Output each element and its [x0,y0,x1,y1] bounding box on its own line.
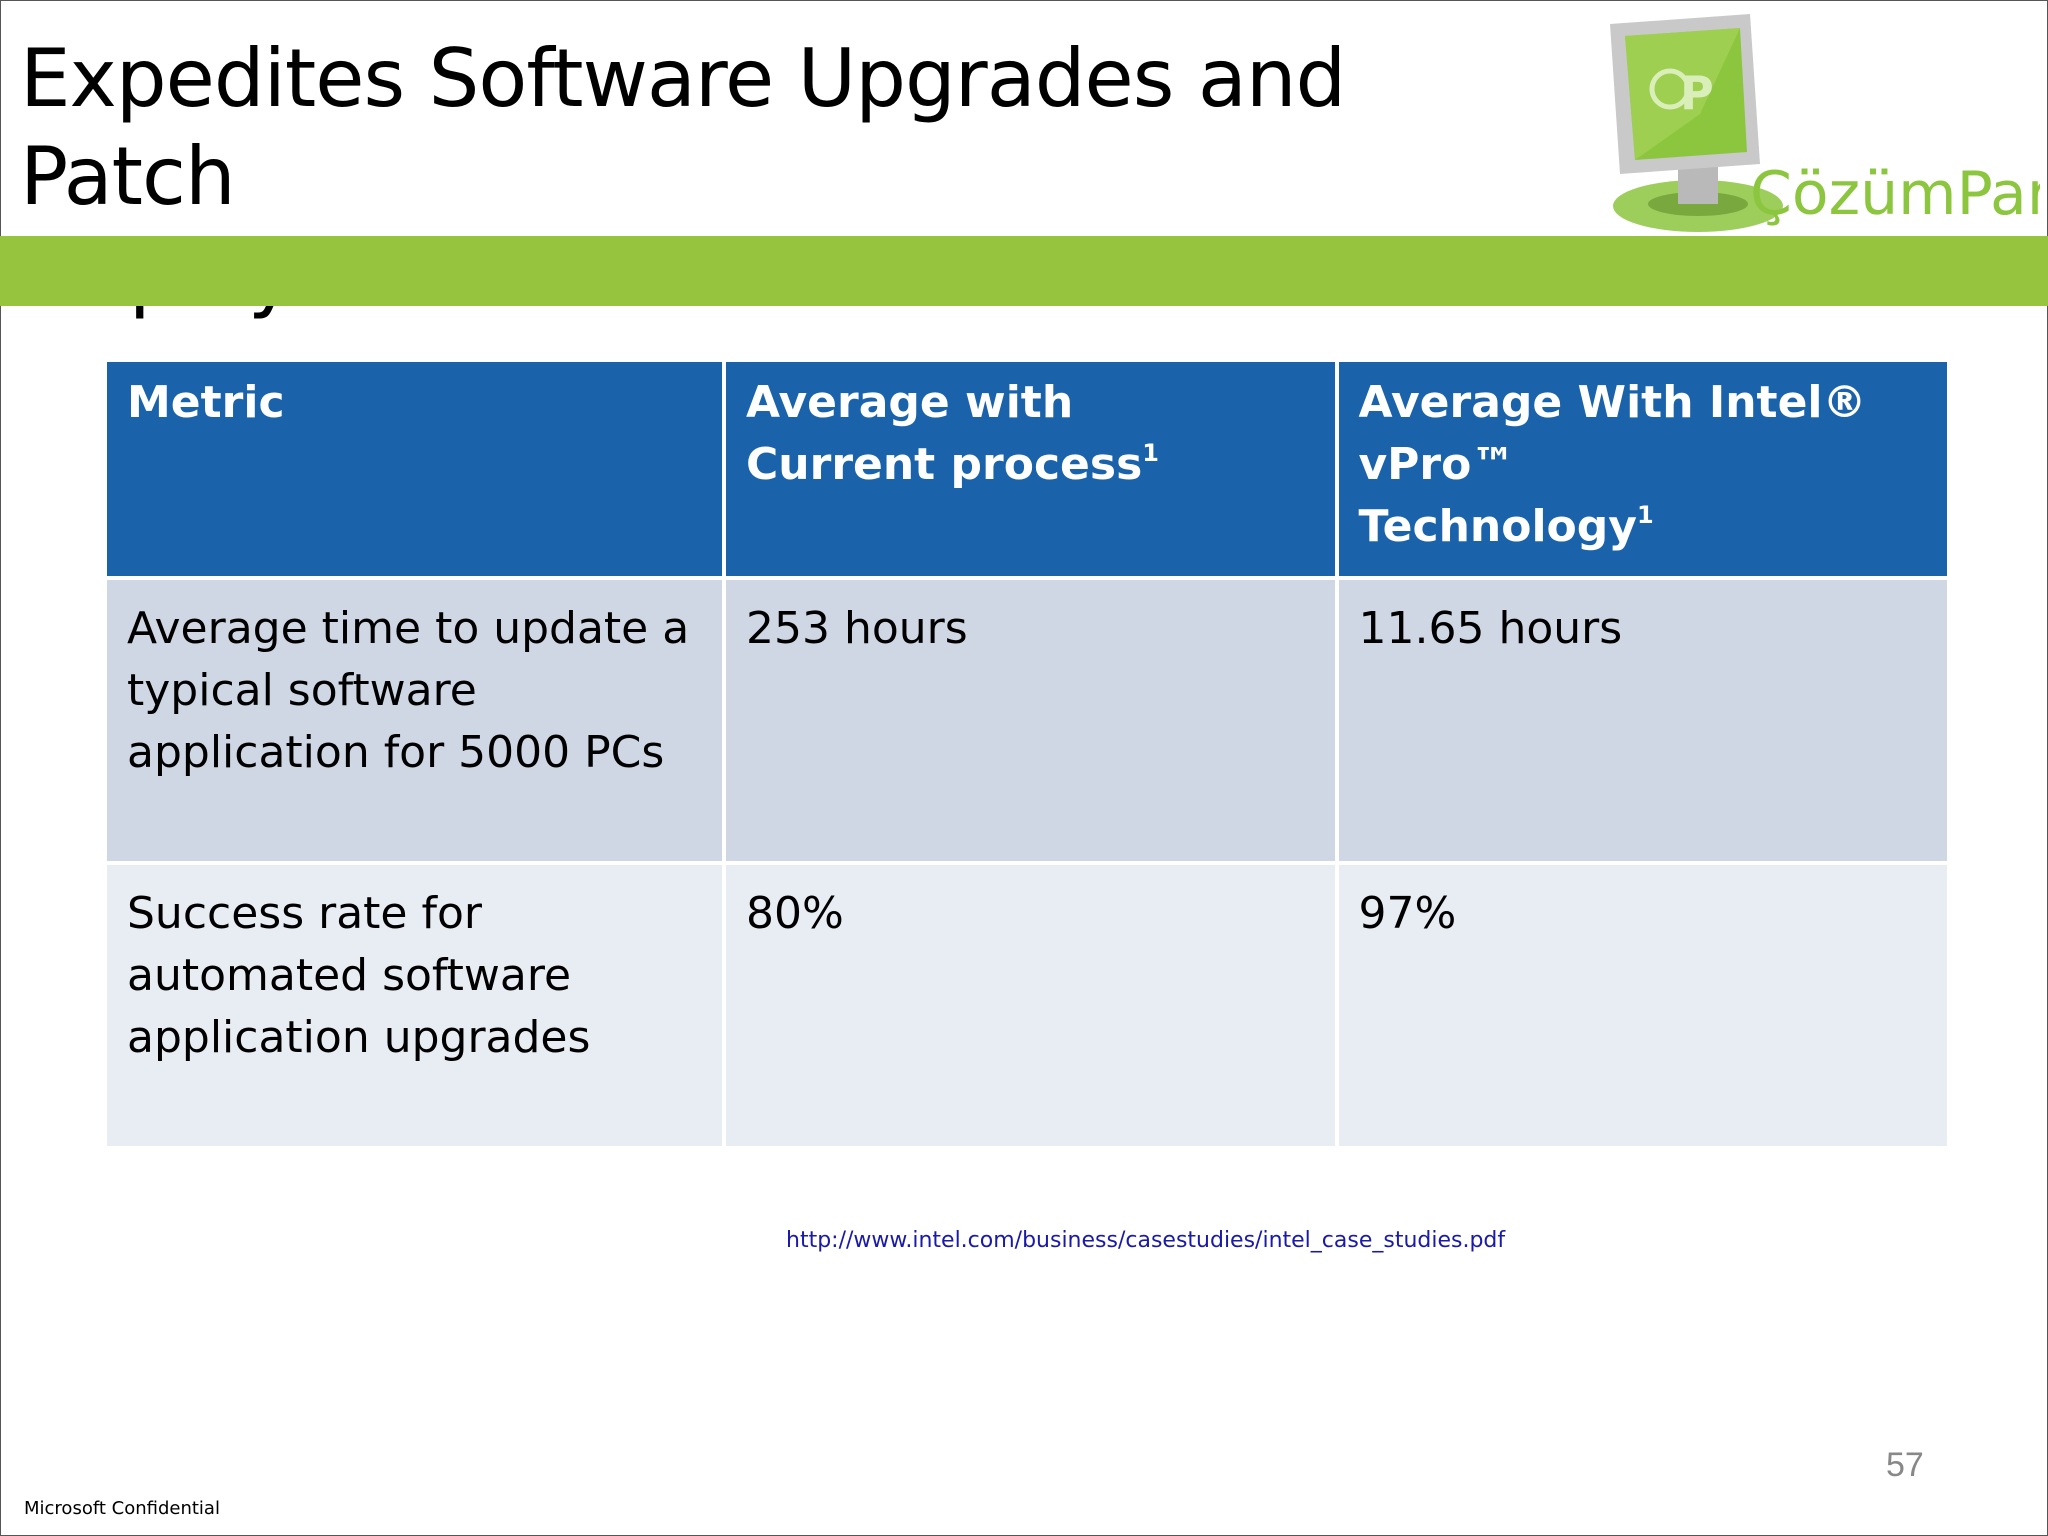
table-row: Success rate for automated software appl… [103,861,1951,1150]
logo-wordmark: ÇözümPark [1750,159,2040,229]
cell-metric: Success rate for automated software appl… [103,861,726,1150]
cell-current: 80% [722,861,1339,1150]
table-row: Average time to update a typical softwar… [103,576,1951,865]
cell-vpro: 11.65 hours [1334,576,1951,865]
header-current-process: Average with Current process1 [722,358,1339,580]
cell-metric: Average time to update a typical softwar… [103,576,726,865]
svg-text:P: P [1680,66,1714,120]
monitor-logo-icon: P [1610,14,1783,232]
cozumpark-logo: P ÇözümPark [1610,14,2040,232]
page-number: 57 [1886,1446,1924,1484]
footer-confidential: Microsoft Confidential [24,1498,220,1519]
metrics-table: Metric Average with Current process1 Ave… [103,358,1951,1150]
cell-current: 253 hours [722,576,1339,865]
header-metric: Metric [103,358,726,580]
table-header-row: Metric Average with Current process1 Ave… [103,358,1951,580]
accent-bar [0,236,2048,306]
source-link[interactable]: http://www.intel.com/business/casestudie… [786,1228,1506,1253]
cell-vpro: 97% [1334,861,1951,1150]
title-line-1: Expedites Software Upgrades and Patch [20,32,1346,223]
header-vpro-technology: Average With Intel® vPro™ Technology1 [1334,358,1951,580]
